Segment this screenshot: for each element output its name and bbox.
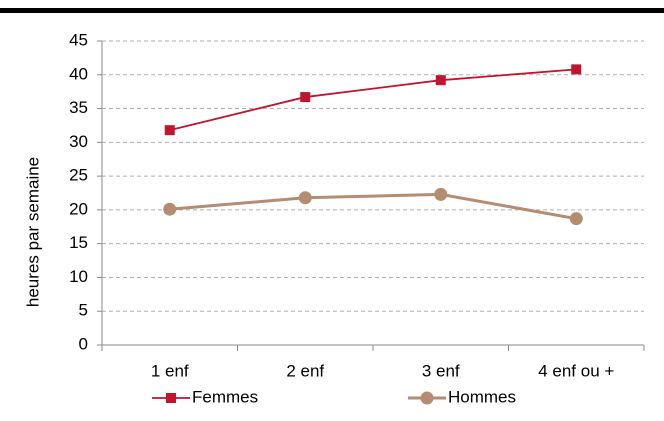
marker: [569, 212, 583, 226]
marker: [166, 393, 176, 403]
marker: [164, 125, 175, 136]
y-tick-label: 45: [69, 30, 88, 49]
y-tick-label: 35: [69, 98, 88, 117]
x-tick-label: 2 enf: [286, 361, 324, 380]
y-axis-label: heures par semaine: [23, 157, 42, 307]
x-tick-label: 1 enf: [151, 361, 189, 380]
y-tick-label: 10: [69, 267, 88, 286]
marker: [298, 191, 312, 205]
marker: [434, 187, 448, 201]
y-tick-label: 40: [69, 64, 88, 83]
marker: [420, 391, 434, 405]
series-line: [169, 68, 577, 132]
y-tick-label: 15: [69, 233, 88, 252]
x-tick-label: 4 enf ou +: [538, 361, 614, 380]
x-tick-label: 3 enf: [422, 361, 460, 380]
y-tick-label: 20: [69, 199, 88, 218]
y-tick-label: 0: [79, 334, 88, 353]
legend-label: Hommes: [448, 387, 516, 406]
legend-label: Femmes: [192, 387, 258, 406]
marker: [435, 75, 446, 86]
y-tick-label: 5: [79, 301, 88, 320]
series-line: [169, 192, 577, 221]
marker: [300, 92, 311, 103]
marker: [571, 64, 582, 75]
y-tick-label: 30: [69, 132, 88, 151]
top-rule: [0, 8, 664, 13]
y-tick-label: 25: [69, 166, 88, 185]
marker: [163, 202, 177, 216]
